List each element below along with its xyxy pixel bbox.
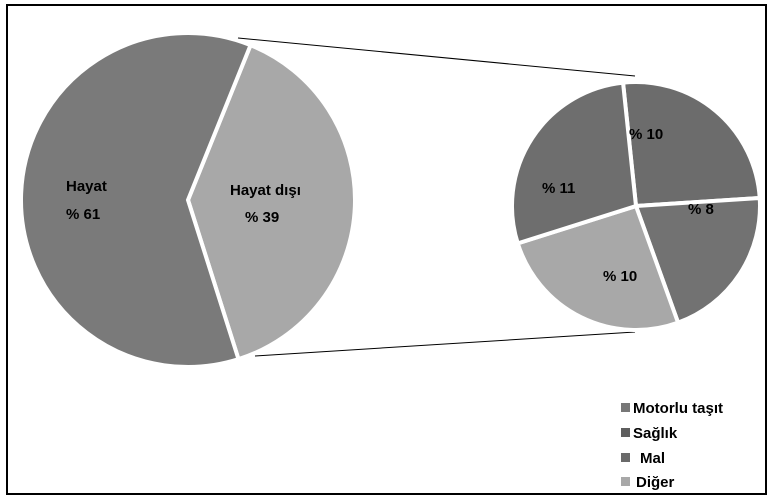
pie-slice-hayat	[19, 30, 254, 369]
detail-label-motorlu: % 10	[629, 126, 663, 143]
connector-lines	[237, 37, 636, 357]
detail-pie-labels: % 10 % 8 % 10 % 11	[542, 126, 714, 285]
detail-label-saglik: % 8	[688, 201, 714, 218]
main-pie-labels: Hayat % 61 Hayat dışı % 39	[66, 178, 301, 226]
legend-swatch-diger	[621, 477, 630, 486]
slice-label-hayat-disi-name: Hayat dışı	[230, 182, 301, 199]
detail-slice-diger	[515, 203, 681, 332]
pie-slice-hayat-disi	[185, 42, 357, 362]
connector-line-top	[237, 37, 636, 77]
legend-label-motorlu: Motorlu taşıt	[633, 400, 723, 417]
slice-label-hayat-disi-value: % 39	[245, 209, 279, 226]
legend-swatch-saglik	[621, 428, 630, 437]
detail-slice-mal	[510, 80, 639, 246]
detail-pie	[510, 80, 762, 332]
legend-label-saglik: Sağlık	[633, 425, 678, 442]
slice-label-hayat-name: Hayat	[66, 178, 107, 195]
main-pie	[19, 30, 357, 369]
legend-label-diger: Diğer	[636, 474, 675, 491]
detail-label-mal: % 11	[542, 180, 575, 197]
connector-line-bottom	[254, 331, 636, 357]
slice-label-hayat-value: % 61	[66, 206, 100, 223]
detail-slice-motorlu	[620, 80, 762, 209]
legend: Motorlu taşıt Sağlık Mal Diğer	[621, 400, 723, 491]
legend-label-mal: Mal	[640, 450, 665, 467]
legend-swatch-mal	[621, 453, 630, 462]
detail-label-diger: % 10	[603, 268, 637, 285]
legend-swatch-motorlu	[621, 403, 630, 412]
